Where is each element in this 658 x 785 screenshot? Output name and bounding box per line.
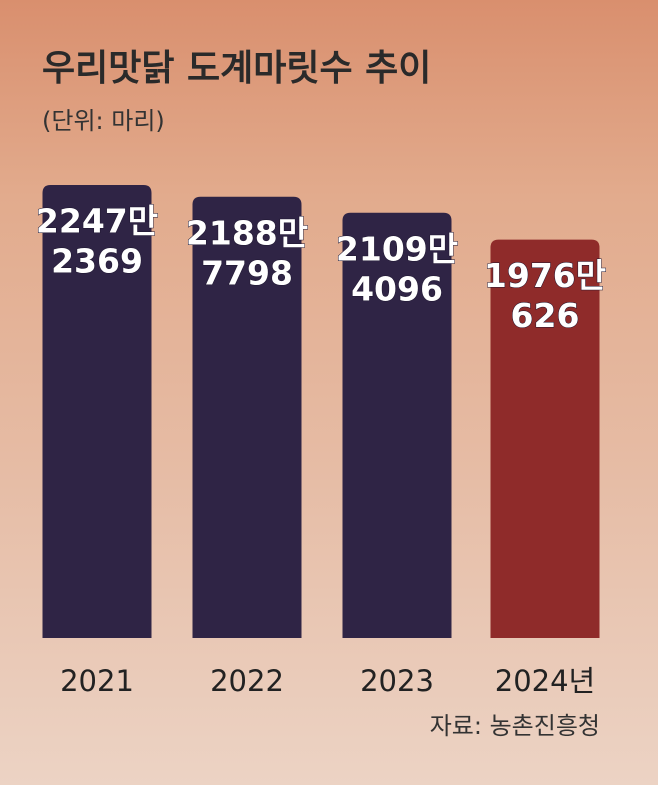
chart-title: 우리맛닭 도계마릿수 추이: [42, 48, 431, 89]
value-label: 2109만: [336, 229, 458, 268]
value-label: 626: [511, 296, 580, 335]
bar: [42, 185, 152, 638]
value-label: 4096: [351, 269, 443, 308]
bar: [192, 196, 302, 639]
value-label: 2369: [51, 242, 143, 281]
x-tick-label: 2021: [60, 664, 134, 698]
x-tick-label: 2024년: [495, 664, 595, 698]
value-label: 7798: [201, 253, 293, 292]
source: 자료: 농촌진흥청: [430, 712, 600, 740]
x-tick-label: 2022: [210, 664, 284, 698]
value-label: 2188만: [186, 213, 308, 252]
value-label: 1976만: [484, 256, 606, 295]
chart-subtitle: (단위: 마리): [42, 107, 165, 135]
x-tick-label: 2023: [360, 664, 434, 698]
value-label: 2247만: [36, 202, 158, 241]
bar: [342, 212, 452, 638]
bar: [490, 239, 600, 638]
